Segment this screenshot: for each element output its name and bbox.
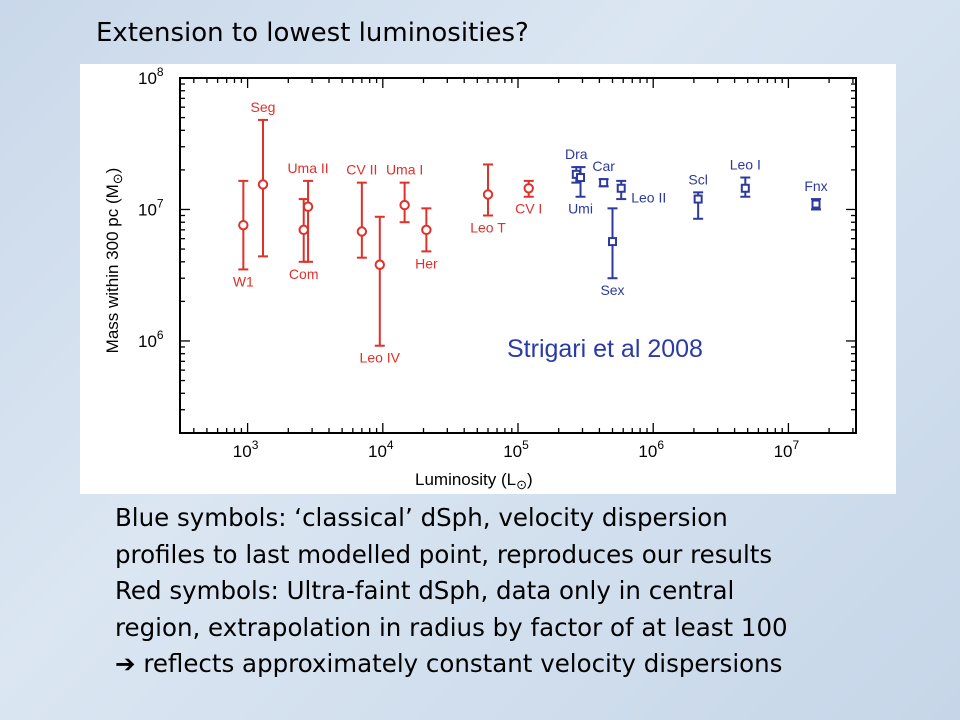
point-com [298, 224, 309, 236]
y-axis-label: Mass within 300 pc (M⊙) [103, 168, 125, 354]
note-line-3: Red symbols: Ultra-faint dSph, data only… [115, 576, 735, 605]
x-tick-label: 105 [503, 438, 529, 461]
notes-block: Blue symbols: ‘classical’ dSph, velocity… [115, 500, 905, 683]
chart-panel: 103 104 105 106 107 106 107 108 Luminosity (L⊙) M… [80, 64, 896, 494]
point-label-leo-iv: Leo IV [360, 350, 401, 366]
point-car [599, 178, 609, 188]
x-tick-label: 104 [368, 438, 394, 461]
point-fnx [811, 199, 821, 209]
point-cv-ii [356, 226, 368, 237]
point-label-w1: W1 [233, 273, 254, 289]
point-uma-i [399, 199, 410, 211]
annotation-strigari: Strigari et al 2008 [507, 335, 703, 363]
point-uma-ii [302, 201, 314, 212]
point-label-umi: Umi [568, 201, 593, 217]
slide-title: Extension to lowest luminosities? [96, 18, 529, 48]
point-her [421, 224, 432, 236]
point-cv-i [523, 183, 534, 194]
note-line-4: region, extrapolation in radius by facto… [115, 612, 788, 642]
y-tick-label: 107 [138, 196, 164, 219]
x-axis-label: Luminosity (L⊙) [415, 470, 533, 492]
point-label-sex: Sex [600, 282, 624, 298]
note-line-1: Blue symbols: ‘classical’ dSph, velocity… [115, 503, 728, 532]
point-w1 [238, 219, 249, 231]
point-label-cv-i: CV I [515, 201, 542, 217]
x-tick-label: 103 [233, 438, 259, 461]
point-leo-iv [374, 259, 385, 270]
point-scl [693, 194, 703, 204]
mass-luminosity-chart: 103 104 105 106 107 106 107 108 Luminosity (L⊙) M… [103, 65, 857, 492]
point-leo-ii [616, 183, 626, 193]
point-label-fnx: Fnx [804, 178, 827, 194]
note-line-2: profiles to last modelled point, reprodu… [115, 539, 773, 569]
point-label-cv-ii: CV II [346, 162, 377, 178]
point-label-leo-i: Leo I [730, 157, 761, 173]
x-tick-label: 107 [774, 438, 800, 461]
point-sex [608, 237, 618, 247]
point-label-leo-t: Leo T [470, 219, 506, 235]
point-umi [576, 173, 586, 183]
point-label-uma-i: Uma I [386, 162, 423, 178]
point-leo-i [740, 183, 750, 193]
point-label-seg: Seg [251, 99, 276, 115]
note-line-5-text: reflects approximately constant velocity… [135, 649, 783, 678]
note-line-5: ➔ reflects approximately constant veloci… [115, 646, 905, 683]
point-label-leo-ii: Leo II [631, 189, 666, 205]
y-tick-label: 108 [138, 65, 164, 88]
point-label-dra: Dra [565, 146, 588, 162]
right-arrow-icon: ➔ [115, 649, 136, 678]
point-label-scl: Scl [688, 171, 707, 187]
y-tick-label: 106 [138, 328, 164, 351]
y-axis-label-group: Mass within 300 pc (M⊙) [103, 168, 125, 354]
point-seg [257, 179, 269, 190]
point-label-car: Car [592, 158, 615, 174]
point-label-uma-ii: Uma II [287, 160, 328, 176]
point-label-com: Com [289, 266, 319, 282]
plot-frame [179, 77, 857, 434]
x-tick-label: 106 [638, 438, 664, 461]
point-label-her: Her [415, 255, 438, 271]
point-leo-t [482, 189, 494, 200]
